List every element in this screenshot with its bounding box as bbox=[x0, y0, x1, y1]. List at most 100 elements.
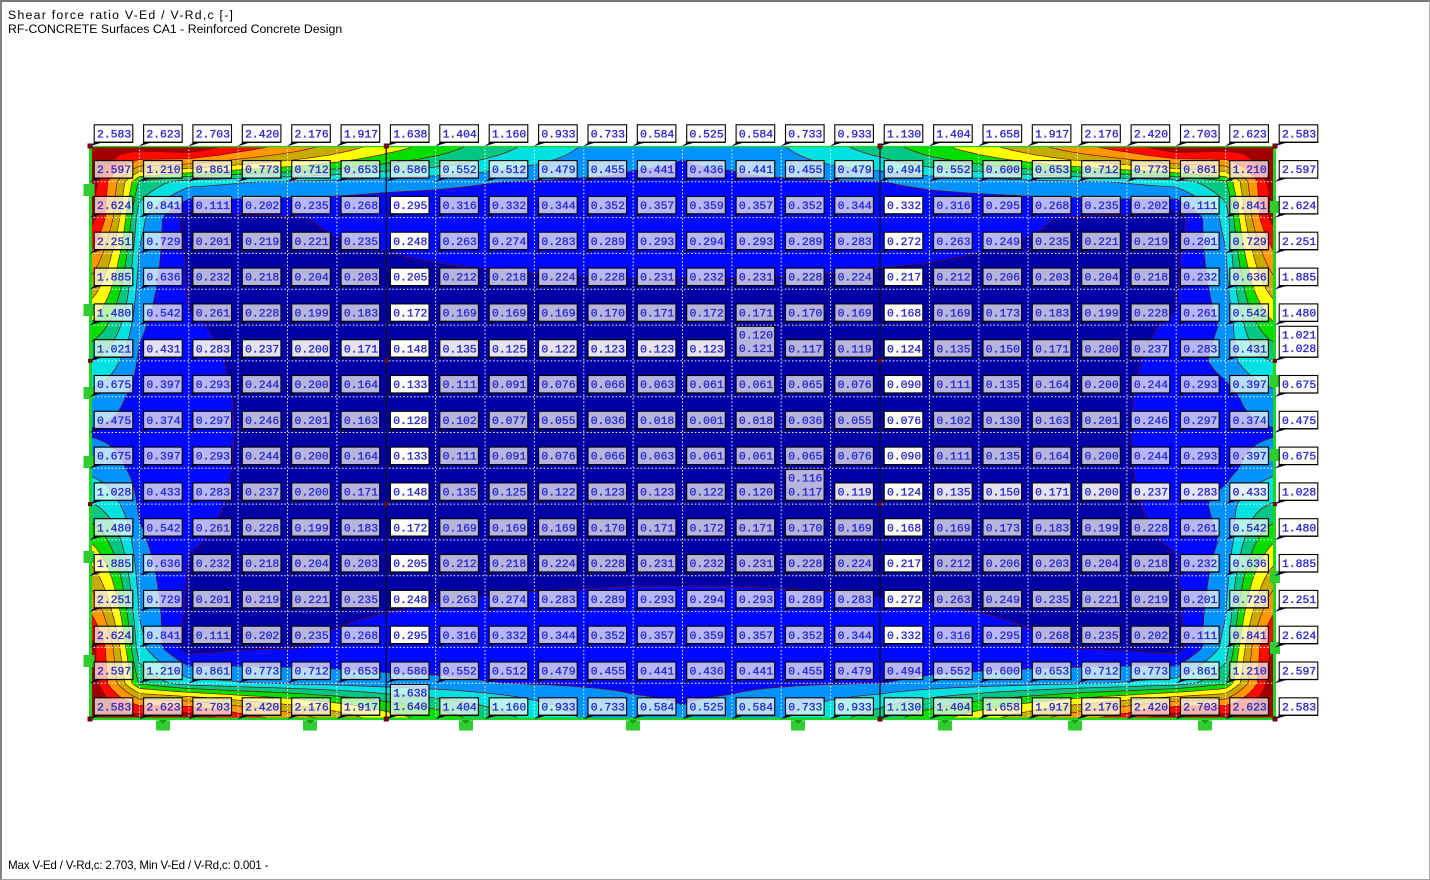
svg-text:2.251: 2.251 bbox=[97, 237, 131, 249]
svg-text:0.219: 0.219 bbox=[245, 595, 279, 607]
svg-text:0.274: 0.274 bbox=[492, 237, 526, 249]
svg-text:0.436: 0.436 bbox=[690, 667, 724, 679]
svg-text:0.352: 0.352 bbox=[591, 631, 625, 643]
svg-text:0.169: 0.169 bbox=[492, 523, 526, 535]
svg-text:0.200: 0.200 bbox=[1085, 452, 1119, 464]
svg-text:0.232: 0.232 bbox=[1183, 559, 1217, 571]
svg-text:0.119: 0.119 bbox=[838, 488, 872, 500]
svg-text:0.173: 0.173 bbox=[986, 523, 1020, 535]
svg-text:0.297: 0.297 bbox=[196, 416, 230, 428]
svg-text:0.061: 0.061 bbox=[739, 452, 773, 464]
svg-text:2.420: 2.420 bbox=[245, 129, 279, 141]
svg-text:0.289: 0.289 bbox=[788, 595, 822, 607]
svg-text:0.773: 0.773 bbox=[1134, 165, 1168, 177]
svg-text:0.397: 0.397 bbox=[146, 380, 180, 392]
svg-text:0.261: 0.261 bbox=[1183, 523, 1217, 535]
svg-text:0.248: 0.248 bbox=[393, 237, 427, 249]
svg-text:0.201: 0.201 bbox=[196, 595, 230, 607]
svg-text:2.176: 2.176 bbox=[295, 129, 329, 141]
svg-text:0.164: 0.164 bbox=[344, 452, 378, 464]
svg-text:0.552: 0.552 bbox=[443, 165, 477, 177]
svg-text:1.210: 1.210 bbox=[1233, 667, 1267, 679]
svg-text:0.231: 0.231 bbox=[640, 273, 674, 285]
svg-text:0.293: 0.293 bbox=[739, 237, 773, 249]
svg-text:0.090: 0.090 bbox=[887, 380, 921, 392]
svg-text:0.357: 0.357 bbox=[640, 631, 674, 643]
svg-text:0.397: 0.397 bbox=[1233, 380, 1267, 392]
svg-text:0.733: 0.733 bbox=[591, 129, 625, 141]
svg-text:0.091: 0.091 bbox=[492, 380, 526, 392]
svg-text:0.231: 0.231 bbox=[739, 559, 773, 571]
svg-text:0.841: 0.841 bbox=[146, 201, 180, 213]
svg-text:1.917: 1.917 bbox=[344, 129, 378, 141]
svg-text:0.841: 0.841 bbox=[1233, 201, 1267, 213]
svg-text:0.218: 0.218 bbox=[1134, 273, 1168, 285]
svg-text:0.494: 0.494 bbox=[887, 667, 921, 679]
svg-text:0.135: 0.135 bbox=[936, 344, 970, 356]
svg-text:0.475: 0.475 bbox=[1282, 416, 1316, 428]
svg-text:0.289: 0.289 bbox=[788, 237, 822, 249]
svg-text:0.224: 0.224 bbox=[541, 559, 575, 571]
svg-text:0.263: 0.263 bbox=[936, 595, 970, 607]
svg-text:0.135: 0.135 bbox=[936, 488, 970, 500]
svg-text:0.055: 0.055 bbox=[541, 416, 575, 428]
svg-text:0.202: 0.202 bbox=[245, 201, 279, 213]
svg-text:0.018: 0.018 bbox=[739, 416, 773, 428]
svg-text:0.542: 0.542 bbox=[146, 523, 180, 535]
svg-text:0.168: 0.168 bbox=[887, 309, 921, 321]
svg-text:0.171: 0.171 bbox=[739, 309, 773, 321]
svg-text:0.344: 0.344 bbox=[541, 201, 575, 213]
svg-text:0.512: 0.512 bbox=[492, 165, 526, 177]
svg-text:0.525: 0.525 bbox=[690, 129, 724, 141]
svg-text:0.123: 0.123 bbox=[640, 488, 674, 500]
svg-text:0.125: 0.125 bbox=[492, 344, 526, 356]
svg-text:0.244: 0.244 bbox=[1134, 452, 1168, 464]
svg-text:0.199: 0.199 bbox=[1085, 309, 1119, 321]
svg-text:0.111: 0.111 bbox=[443, 452, 477, 464]
svg-text:0.228: 0.228 bbox=[788, 559, 822, 571]
svg-text:2.251: 2.251 bbox=[97, 595, 131, 607]
svg-text:0.283: 0.283 bbox=[541, 595, 575, 607]
svg-text:2.251: 2.251 bbox=[1282, 237, 1316, 249]
svg-text:0.172: 0.172 bbox=[393, 309, 427, 321]
svg-text:0.584: 0.584 bbox=[739, 702, 773, 714]
svg-text:0.200: 0.200 bbox=[295, 344, 329, 356]
svg-text:0.479: 0.479 bbox=[838, 667, 872, 679]
svg-text:0.636: 0.636 bbox=[1233, 273, 1267, 285]
svg-text:0.206: 0.206 bbox=[986, 273, 1020, 285]
svg-text:0.431: 0.431 bbox=[146, 344, 180, 356]
svg-text:0.199: 0.199 bbox=[295, 309, 329, 321]
svg-text:0.235: 0.235 bbox=[344, 595, 378, 607]
svg-text:0.525: 0.525 bbox=[690, 702, 724, 714]
svg-text:0.294: 0.294 bbox=[690, 237, 724, 249]
svg-text:0.065: 0.065 bbox=[788, 380, 822, 392]
svg-text:0.552: 0.552 bbox=[936, 165, 970, 177]
svg-text:0.332: 0.332 bbox=[492, 631, 526, 643]
svg-text:0.217: 0.217 bbox=[887, 559, 921, 571]
svg-text:0.436: 0.436 bbox=[690, 165, 724, 177]
svg-text:0.431: 0.431 bbox=[1233, 344, 1267, 356]
svg-text:2.420: 2.420 bbox=[245, 702, 279, 714]
svg-text:0.263: 0.263 bbox=[936, 237, 970, 249]
svg-text:0.294: 0.294 bbox=[690, 595, 724, 607]
svg-text:0.219: 0.219 bbox=[1134, 595, 1168, 607]
svg-text:0.171: 0.171 bbox=[640, 523, 674, 535]
svg-text:0.228: 0.228 bbox=[591, 273, 625, 285]
svg-text:0.200: 0.200 bbox=[1085, 488, 1119, 500]
svg-text:1.917: 1.917 bbox=[1035, 129, 1069, 141]
svg-text:0.169: 0.169 bbox=[541, 523, 575, 535]
svg-text:0.494: 0.494 bbox=[887, 165, 921, 177]
svg-text:0.122: 0.122 bbox=[541, 488, 575, 500]
svg-text:0.124: 0.124 bbox=[887, 344, 921, 356]
svg-text:0.475: 0.475 bbox=[97, 416, 131, 428]
svg-text:0.773: 0.773 bbox=[1134, 667, 1168, 679]
svg-text:0.116: 0.116 bbox=[788, 474, 822, 486]
svg-text:0.344: 0.344 bbox=[838, 201, 872, 213]
svg-text:0.675: 0.675 bbox=[1282, 380, 1316, 392]
svg-text:0.076: 0.076 bbox=[887, 416, 921, 428]
svg-text:0.773: 0.773 bbox=[245, 667, 279, 679]
svg-text:0.133: 0.133 bbox=[393, 452, 427, 464]
svg-text:0.066: 0.066 bbox=[591, 380, 625, 392]
svg-text:0.170: 0.170 bbox=[591, 523, 625, 535]
svg-text:0.102: 0.102 bbox=[936, 416, 970, 428]
